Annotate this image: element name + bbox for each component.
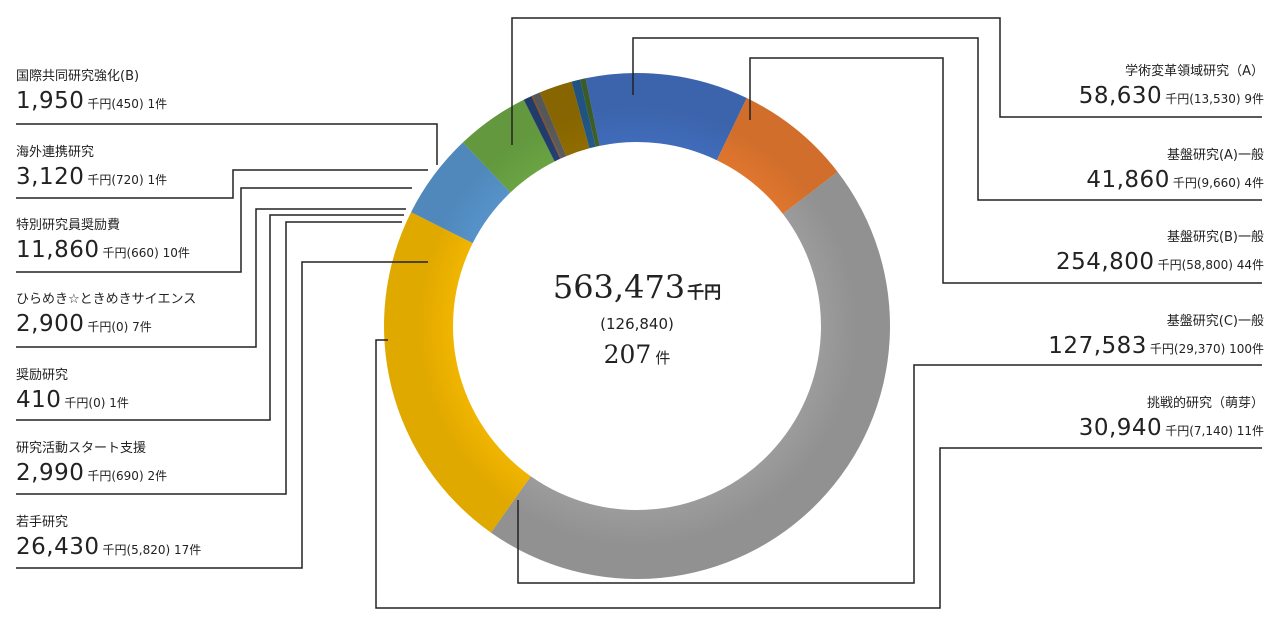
slice-label-detail: 千円(58,800) 44件 — [1157, 258, 1264, 272]
slice-label-name: 学術変革領域研究（A） — [1125, 64, 1264, 79]
slice-label-name: 特別研究員奨励費 — [16, 218, 121, 233]
leader-line — [749, 57, 1262, 284]
slice-label-amount: 410 — [16, 387, 62, 413]
center-total-sub: (126,840) — [600, 315, 674, 333]
slice-label-detail: 千円(9,660) 4件 — [1172, 176, 1264, 190]
slice-label-detail: 千円(0) 1件 — [64, 396, 129, 410]
center-total: 563,473 千円 — [522, 268, 752, 306]
slice-label: 基盤研究(C)一般 127,583 千円(29,370) 100件 — [1004, 313, 1264, 359]
slice-label-name: 基盤研究(B)一般 — [1166, 230, 1264, 245]
slice-label-name: 若手研究 — [16, 515, 69, 530]
slice-label-amount: 254,800 — [1055, 249, 1155, 275]
slice-label-detail: 千円(660) 10件 — [102, 246, 190, 260]
slice-label-amount: 3,120 — [16, 164, 85, 190]
slice-label: 奨励研究 410 千円(0) 1件 — [16, 367, 276, 413]
slice-label-amount: 1,950 — [16, 88, 85, 114]
slice-label-name: 挑戦的研究（萌芽） — [1146, 396, 1264, 411]
slice-label: 基盤研究(A)一般 41,860 千円(9,660) 4件 — [1004, 147, 1264, 193]
center-count: 207 件 — [522, 340, 752, 369]
slice-label-name: ひらめき☆ときめきサイエンス — [16, 292, 197, 307]
slice-label-amount: 26,430 — [16, 534, 100, 560]
slice-label: 基盤研究(B)一般 254,800 千円(58,800) 44件 — [1004, 229, 1264, 275]
slice-label-name: 国際共同研究強化(B) — [16, 69, 140, 84]
slice-label-name: 研究活動スタート支援 — [16, 441, 147, 456]
center-count-value: 207 — [603, 340, 652, 369]
leader-line — [511, 17, 1262, 145]
slice-label-name: 海外連携研究 — [16, 145, 95, 160]
slice-label-detail: 千円(7,140) 11件 — [1165, 424, 1264, 438]
leader-line — [517, 364, 1262, 584]
leader-line — [16, 208, 406, 348]
slice-label: 特別研究員奨励費 11,860 千円(660) 10件 — [16, 217, 276, 263]
center-total-value: 563,473 — [552, 268, 686, 306]
slice-label-name: 基盤研究(C)一般 — [1166, 314, 1264, 329]
leader-line — [632, 37, 1262, 201]
slice-label-detail: 千円(450) 1件 — [87, 97, 168, 111]
slice-label-amount: 2,990 — [16, 460, 85, 486]
slice-label-name: 奨励研究 — [16, 368, 69, 383]
slice-label-amount: 2,900 — [16, 311, 85, 337]
leader-line — [375, 339, 1262, 609]
slice-label-amount: 58,630 — [1078, 83, 1163, 109]
center-count-unit: 件 — [655, 349, 671, 367]
slice-label-amount: 127,583 — [1048, 333, 1147, 359]
slice-label: 国際共同研究強化(B) 1,950 千円(450) 1件 — [16, 68, 276, 114]
slice-label: 若手研究 26,430 千円(5,820) 17件 — [16, 514, 276, 560]
donut-shading — [384, 73, 890, 579]
leader-line — [16, 187, 412, 273]
slice-label-detail: 千円(690) 2件 — [87, 469, 168, 483]
leader-line — [16, 261, 428, 569]
slice-label: 研究活動スタート支援 2,990 千円(690) 2件 — [16, 440, 276, 486]
leader-line — [16, 214, 404, 421]
slice-label-amount: 30,940 — [1078, 415, 1163, 441]
center-total-unit: 千円 — [687, 283, 722, 303]
slice-label-detail: 千円(29,370) 100件 — [1149, 342, 1264, 356]
slice-label-detail: 千円(720) 1件 — [87, 173, 168, 187]
slice-label-amount: 11,860 — [16, 237, 100, 263]
leader-line — [16, 221, 402, 495]
slice-label-detail: 千円(0) 7件 — [87, 320, 152, 334]
slice-label: 海外連携研究 3,120 千円(720) 1件 — [16, 144, 276, 190]
slice-label: 挑戦的研究（萌芽） 30,940 千円(7,140) 11件 — [1004, 395, 1264, 441]
leader-line — [16, 123, 438, 165]
slice-label: ひらめき☆ときめきサイエンス 2,900 千円(0) 7件 — [16, 291, 276, 337]
slice-label-detail: 千円(5,820) 17件 — [102, 543, 202, 557]
slice-label: 学術変革領域研究（A） 58,630 千円(13,530) 9件 — [1004, 63, 1264, 109]
slice-label-detail: 千円(13,530) 9件 — [1165, 92, 1264, 106]
slice-label-name: 基盤研究(A)一般 — [1166, 148, 1264, 163]
slice-label-amount: 41,860 — [1086, 167, 1170, 193]
leader-line — [16, 169, 428, 199]
